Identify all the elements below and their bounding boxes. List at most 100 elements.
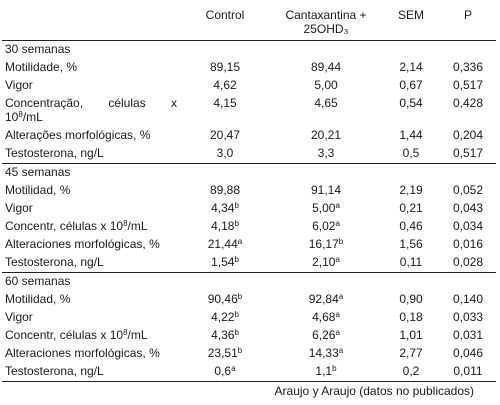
control-value: 0,6a <box>180 363 270 382</box>
sem-value: 2,77 <box>399 346 423 360</box>
cantaxantina-value: 6,26a <box>312 328 340 342</box>
header-cantaxantina-line2: 25OHD₃ <box>303 22 349 36</box>
table-row: Vigor 4,62 5,00 0,67 0,517 <box>2 77 496 95</box>
p-value: 0,428 <box>452 96 484 110</box>
sem-value: 1,44 <box>399 128 423 142</box>
control-value: 89,88 <box>209 183 241 197</box>
p-value: 0,046 <box>452 346 484 360</box>
sem-value: 0,2 <box>382 363 440 382</box>
source-note: Araujo y Araujo (datos no publicados) <box>274 384 474 398</box>
control-value: 89,15 <box>209 60 241 74</box>
header-label-cell <box>2 2 180 41</box>
row-label: Motilidade, % <box>5 60 78 74</box>
table-row: Motilidad, % 89,88 91,14 2,19 0,052 <box>2 182 496 200</box>
p-value: 0,016 <box>452 237 484 251</box>
row-label: Vigor <box>5 78 33 92</box>
table-row: Alteraciones morfológicas, % 21,44a 16,1… <box>2 236 496 254</box>
control-value: 20,47 <box>209 128 241 142</box>
sem-value: 0,21 <box>399 201 423 215</box>
p-value: 0,028 <box>452 255 484 269</box>
sem-value: 2,14 <box>399 60 423 74</box>
section-title-row: 45 semanas <box>2 163 496 182</box>
row-label: Motilidad, % <box>5 183 71 197</box>
header-row: Control Cantaxantina + 25OHD₃ SEM P <box>2 2 496 41</box>
section-title: 30 semanas <box>5 42 71 56</box>
control-value: 4,34b <box>211 201 239 215</box>
row-label: Testosterona, ng/L <box>5 146 104 160</box>
table-row: Alteraciones morfológicas, % 23,51b 14,3… <box>2 345 496 363</box>
cantaxantina-value: 14,33a <box>308 346 344 360</box>
table-row: Concentração, células x 108/mL 4,15 4,65… <box>2 95 496 127</box>
control-value: 4,15 <box>213 96 237 110</box>
control-value: 90,46b <box>207 292 243 306</box>
sem-value: 0,18 <box>399 310 423 324</box>
header-sem: SEM <box>382 2 440 41</box>
sem-value: 2,19 <box>399 183 423 197</box>
table-row: Alterações morfológicas, % 20,47 20,21 1… <box>2 127 496 145</box>
cantaxantina-value: 91,14 <box>310 183 342 197</box>
control-value: 1,54b <box>211 255 239 269</box>
cantaxantina-value: 92,84a <box>308 292 344 306</box>
sem-value: 0,90 <box>399 292 423 306</box>
cantaxantina-value: 3,3 <box>317 146 335 160</box>
table-row: Testosterona, ng/L 0,6a 1,1b 0,2 0,011 <box>2 363 496 382</box>
table-row: Vigor 4,34b 5,00a 0,21 0,043 <box>2 200 496 218</box>
cantaxantina-value: 4,65 <box>314 96 338 110</box>
p-value: 0,204 <box>452 128 484 142</box>
sem-value: 1,01 <box>399 328 423 342</box>
control-value: 4,36b <box>211 328 239 342</box>
row-label-part: x <box>171 96 177 110</box>
p-value: 0,034 <box>452 219 484 233</box>
control-value: 23,51b <box>207 346 243 360</box>
sem-value: 0,11 <box>399 255 423 269</box>
control-value: 4,62 <box>213 78 237 92</box>
cantaxantina-value: 5,00a <box>312 201 340 215</box>
section-title: 45 semanas <box>2 163 496 182</box>
section-title: 60 semanas <box>2 272 496 291</box>
cantaxantina-value: 20,21 <box>310 128 342 142</box>
cantaxantina-value: 16,17b <box>308 237 344 251</box>
row-label: Alteraciones morfológicas, % <box>5 237 160 251</box>
results-table-container: Control Cantaxantina + 25OHD₃ SEM P 30 s… <box>2 2 496 382</box>
row-label: Concentr, células x 108/mL <box>5 219 148 233</box>
row-label: Motilidad, % <box>5 292 71 306</box>
header-control: Control <box>180 2 270 41</box>
cantaxantina-value: 4,68a <box>312 310 340 324</box>
header-p: P <box>440 2 496 41</box>
row-label-part: /mL <box>22 110 43 124</box>
p-value: 0,011 <box>440 363 496 382</box>
sem-value: 0,5 <box>402 146 420 160</box>
row-label: Testosterona, ng/L <box>2 363 180 382</box>
cantaxantina-value: 1,1b <box>270 363 382 382</box>
table-row: Concentr, células x 108/mL 4,36b 6,26a 1… <box>2 327 496 345</box>
row-label-part: células <box>108 96 146 110</box>
p-value: 0,031 <box>452 328 484 342</box>
sem-value: 0,54 <box>399 96 423 110</box>
sem-value: 0,46 <box>399 219 423 233</box>
row-label: Alterações morfológicas, % <box>5 128 151 142</box>
header-cantaxantina: Cantaxantina + 25OHD₃ <box>270 2 382 41</box>
cantaxantina-value: 89,44 <box>310 60 342 74</box>
table-row: Motilidad, % 90,46b 92,84a 0,90 0,140 <box>2 291 496 309</box>
table-row: Concentr, células x 108/mL 4,18b 6,02a 0… <box>2 218 496 236</box>
section-title-row: 30 semanas <box>2 41 496 60</box>
section-title-row: 60 semanas <box>2 272 496 291</box>
control-value: 3,0 <box>216 146 234 160</box>
row-label: Concentr, células x 108/mL <box>5 328 148 342</box>
p-value: 0,517 <box>452 78 484 92</box>
results-table: Control Cantaxantina + 25OHD₃ SEM P 30 s… <box>2 2 496 382</box>
row-label-part: Concentração, <box>5 96 84 110</box>
table-row: Testosterona, ng/L 3,0 3,3 0,5 0,517 <box>2 145 496 164</box>
row-label: Testosterona, ng/L <box>5 255 104 269</box>
table-row: Testosterona, ng/L 1,54b 2,10a 0,11 0,02… <box>2 254 496 273</box>
cantaxantina-value: 5,00 <box>314 78 338 92</box>
cantaxantina-value: 6,02a <box>312 219 340 233</box>
control-value: 4,22b <box>211 310 239 324</box>
control-value: 4,18b <box>211 219 239 233</box>
row-label: Alteraciones morfológicas, % <box>5 346 160 360</box>
p-value: 0,033 <box>452 310 484 324</box>
sem-value: 1,56 <box>399 237 423 251</box>
row-label: Vigor <box>5 310 33 324</box>
row-label-part: 10 <box>5 110 19 124</box>
p-value: 0,140 <box>452 292 484 306</box>
